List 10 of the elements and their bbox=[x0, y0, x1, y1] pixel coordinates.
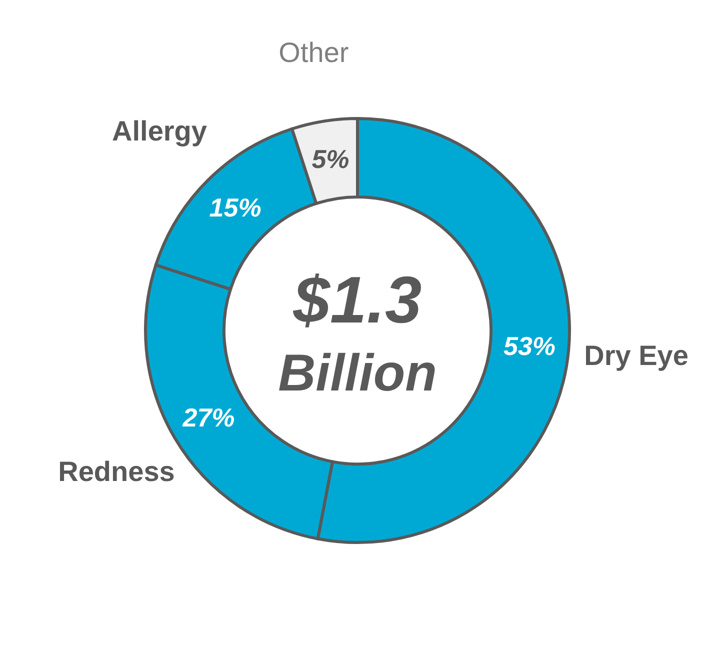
slice-label: Redness bbox=[58, 456, 175, 488]
data-label: 27% bbox=[182, 402, 235, 432]
data-label: 53% bbox=[503, 330, 556, 361]
data-label: 15% bbox=[209, 192, 262, 222]
text: Billion bbox=[278, 344, 437, 402]
text: $1.3 bbox=[292, 262, 422, 336]
data-label: 5% bbox=[312, 144, 350, 174]
slice-label: Other bbox=[278, 36, 349, 68]
slice-label: Dry Eye bbox=[584, 340, 688, 371]
slice-label: Allergy bbox=[112, 116, 208, 147]
